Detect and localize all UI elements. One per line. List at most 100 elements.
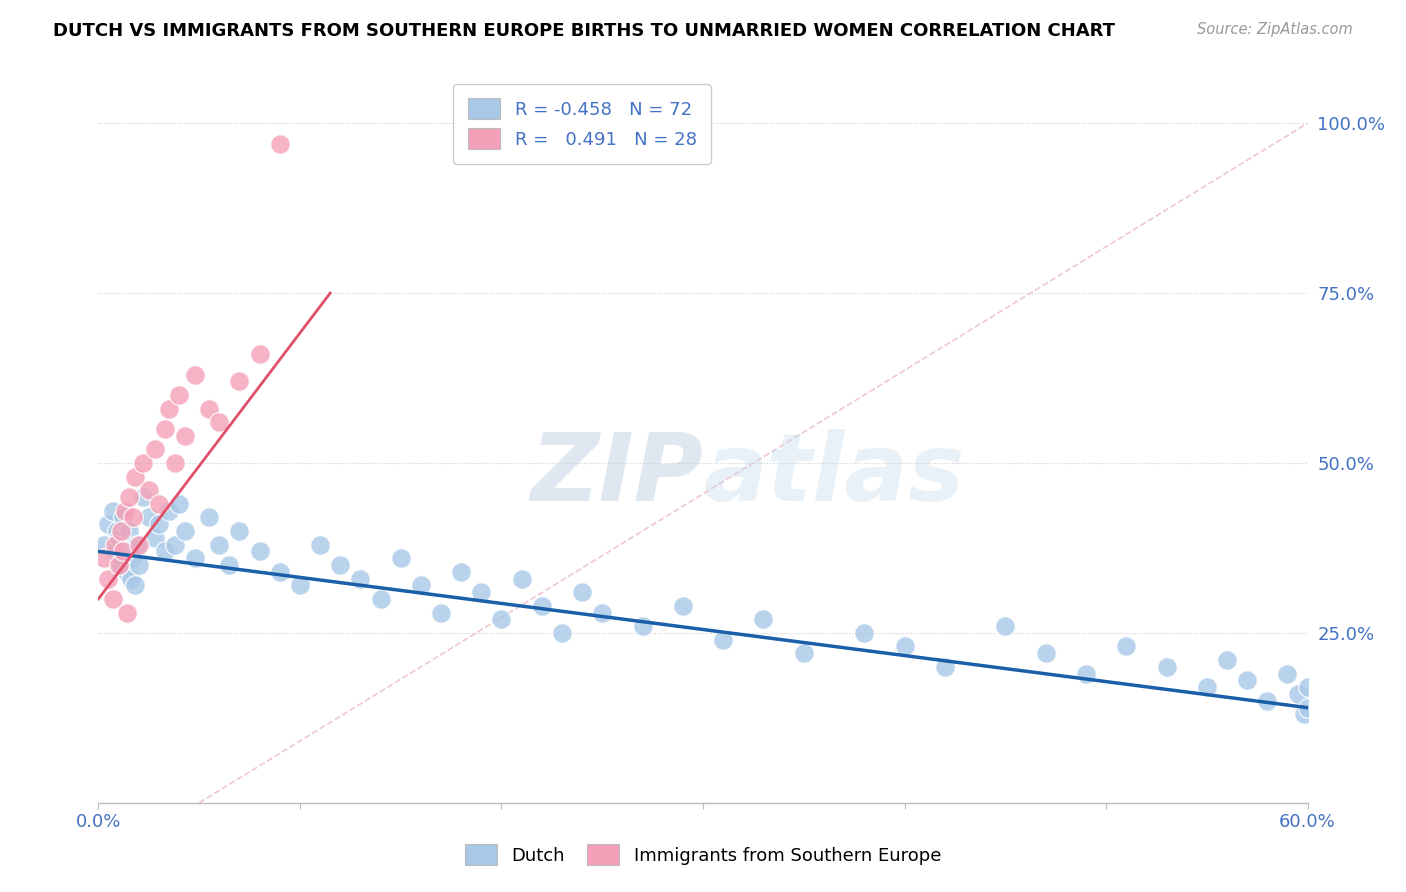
Point — [114, 503, 136, 517]
Point — [249, 544, 271, 558]
Point — [672, 599, 695, 613]
Point — [93, 537, 115, 551]
Point — [132, 456, 155, 470]
Point — [163, 537, 186, 551]
Point — [110, 558, 132, 572]
Point — [111, 510, 134, 524]
Point — [103, 544, 125, 558]
Point — [167, 388, 190, 402]
Text: atlas: atlas — [703, 428, 965, 521]
Point — [138, 483, 160, 498]
Point — [1296, 700, 1319, 714]
Point — [125, 537, 148, 551]
Point — [107, 558, 129, 572]
Point — [148, 497, 170, 511]
Point — [1236, 673, 1258, 688]
Point — [115, 606, 138, 620]
Point — [430, 606, 453, 620]
Point — [184, 551, 207, 566]
Point — [349, 572, 371, 586]
Point — [128, 558, 150, 572]
Y-axis label: Births to Unmarried Women: Births to Unmarried Women — [0, 330, 8, 562]
Point — [1286, 687, 1309, 701]
Point — [1195, 680, 1218, 694]
Point — [752, 612, 775, 626]
Point — [329, 558, 352, 572]
Point — [114, 537, 136, 551]
Point — [269, 136, 291, 151]
Point — [409, 578, 432, 592]
Point — [143, 442, 166, 457]
Point — [101, 503, 124, 517]
Point — [228, 524, 250, 538]
Point — [491, 612, 513, 626]
Point — [143, 531, 166, 545]
Point — [148, 517, 170, 532]
Point — [138, 510, 160, 524]
Point — [218, 558, 240, 572]
Point — [530, 599, 553, 613]
Point — [551, 626, 574, 640]
Point — [115, 565, 138, 579]
Text: DUTCH VS IMMIGRANTS FROM SOUTHERN EUROPE BIRTHS TO UNMARRIED WOMEN CORRELATION C: DUTCH VS IMMIGRANTS FROM SOUTHERN EUROPE… — [53, 22, 1115, 40]
Point — [111, 544, 134, 558]
Point — [370, 591, 392, 606]
Point — [571, 585, 593, 599]
Point — [208, 537, 231, 551]
Point — [389, 551, 412, 566]
Point — [97, 517, 120, 532]
Point — [118, 490, 141, 504]
Point — [288, 578, 311, 592]
Point — [118, 544, 141, 558]
Point — [132, 490, 155, 504]
Point — [153, 544, 176, 558]
Point — [120, 572, 142, 586]
Point — [101, 591, 124, 606]
Point — [167, 497, 190, 511]
Point — [198, 401, 221, 416]
Point — [994, 619, 1017, 633]
Point — [121, 510, 143, 524]
Point — [1256, 694, 1278, 708]
Point — [124, 578, 146, 592]
Point — [93, 551, 115, 566]
Point — [853, 626, 876, 640]
Point — [893, 640, 915, 654]
Point — [110, 524, 132, 538]
Point — [198, 510, 221, 524]
Point — [470, 585, 492, 599]
Point — [121, 551, 143, 566]
Point — [1074, 666, 1097, 681]
Point — [184, 368, 207, 382]
Point — [711, 632, 734, 647]
Point — [174, 524, 197, 538]
Point — [174, 429, 197, 443]
Point — [128, 537, 150, 551]
Point — [124, 469, 146, 483]
Point — [1277, 666, 1299, 681]
Point — [107, 531, 129, 545]
Point — [1216, 653, 1239, 667]
Point — [118, 524, 141, 538]
Point — [1115, 640, 1137, 654]
Text: Source: ZipAtlas.com: Source: ZipAtlas.com — [1197, 22, 1353, 37]
Point — [450, 565, 472, 579]
Point — [591, 606, 613, 620]
Point — [1156, 660, 1178, 674]
Point — [103, 537, 125, 551]
Point — [208, 415, 231, 429]
Point — [249, 347, 271, 361]
Point — [269, 565, 291, 579]
Point — [157, 503, 180, 517]
Point — [309, 537, 332, 551]
Text: ZIP: ZIP — [530, 428, 703, 521]
Point — [1035, 646, 1057, 660]
Point — [163, 456, 186, 470]
Point — [97, 572, 120, 586]
Legend: Dutch, Immigrants from Southern Europe: Dutch, Immigrants from Southern Europe — [457, 837, 949, 872]
Point — [107, 551, 129, 566]
Point — [105, 524, 128, 538]
Point — [510, 572, 533, 586]
Point — [1292, 707, 1315, 722]
Point — [1296, 680, 1319, 694]
